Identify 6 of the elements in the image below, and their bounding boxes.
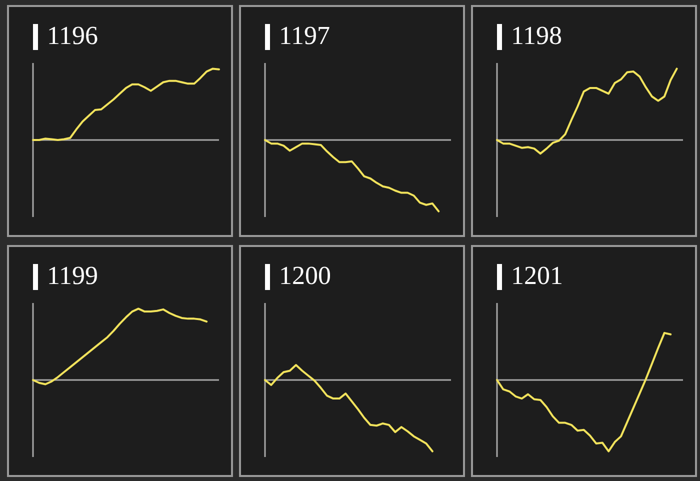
chart-title: 1199 — [47, 261, 98, 291]
chart-title: 1196 — [47, 21, 98, 51]
chart-title: 1197 — [279, 21, 330, 51]
chart-title: 1200 — [279, 261, 331, 291]
chart-title: 1198 — [511, 21, 562, 51]
chart-title: 1201 — [511, 261, 563, 291]
